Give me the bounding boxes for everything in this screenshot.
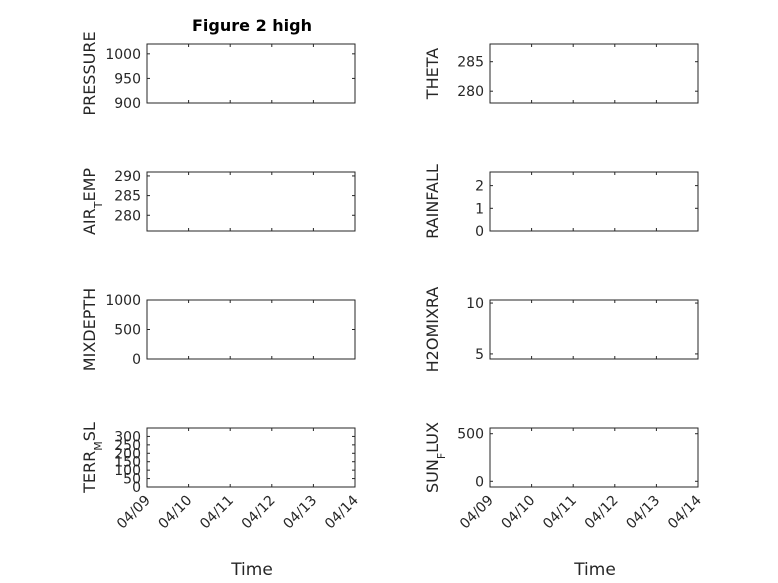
air_temp-y-tick-label: 290 — [114, 169, 141, 185]
rainfall-axes-frame — [489, 171, 699, 232]
air_temp-axes-frame — [146, 171, 356, 232]
terr_msl-y-tick-label: 150 — [114, 455, 141, 471]
terr_msl-axes-frame — [146, 427, 356, 488]
x-axis-label-right: Time — [573, 560, 616, 580]
x-axis-label-left: Time — [230, 560, 273, 580]
terr_msl-y-tick-label: 300 — [114, 429, 141, 445]
sun_flux-axes-frame — [489, 427, 699, 488]
subplot-mixdepth: 0 500 1000 MIXDEPTH — [80, 288, 356, 371]
air_temp-y-axis-label: AIRTEMP — [80, 168, 105, 235]
sun_flux-y-axis-label: SUNFLUX — [423, 422, 448, 493]
h2omixra-y-axis-label: H2OMIXRA — [423, 287, 442, 373]
h2omixra-y-tick-label: 10 — [466, 296, 484, 312]
air_temp-y-tick-label: 280 — [114, 208, 141, 224]
theta-axes-frame — [489, 43, 699, 104]
subplot-rainfall: 0 1 2 RAINFALL — [423, 164, 699, 240]
subplot-air_temp: 280 285 290 AIRTEMP — [80, 168, 356, 235]
terr_msl-y-tick-label: 50 — [123, 472, 141, 488]
subplot-h2omixra: 5 10 H2OMIXRA — [423, 287, 699, 373]
mixdepth-y-tick-label: 1000 — [105, 293, 141, 309]
pressure-y-tick-label: 900 — [114, 96, 141, 112]
h2omixra-y-tick-label: 5 — [475, 347, 484, 363]
figure-title: Figure 2 high — [192, 16, 312, 35]
subplot-pressure: 900 950 1000 PRESSURE — [80, 31, 356, 116]
mixdepth-y-tick-label: 0 — [132, 352, 141, 368]
pressure-axes-frame — [146, 43, 356, 104]
rainfall-y-axis-label: RAINFALL — [423, 164, 442, 239]
rainfall-y-tick-label: 0 — [475, 224, 484, 240]
h2omixra-axes-frame — [489, 299, 699, 360]
pressure-y-tick-label: 950 — [114, 71, 141, 87]
terr_msl-y-tick-label: 200 — [114, 446, 141, 462]
pressure-y-axis-label: PRESSURE — [80, 31, 99, 115]
sun_flux-y-tick-label: 500 — [457, 427, 484, 443]
mixdepth-axes-frame — [146, 299, 356, 360]
sun_flux-y-tick-label: 0 — [475, 474, 484, 490]
pressure-y-tick-label: 1000 — [105, 47, 141, 63]
mixdepth-y-tick-label: 500 — [114, 323, 141, 339]
theta-y-tick-label: 285 — [457, 55, 484, 71]
terr_msl-y-tick-label: 250 — [114, 438, 141, 454]
terr_msl-y-tick-label: 100 — [114, 463, 141, 479]
mixdepth-y-axis-label: MIXDEPTH — [80, 288, 99, 371]
rainfall-y-tick-label: 2 — [475, 179, 484, 195]
subplot-theta: 280 285 THETA — [423, 43, 699, 104]
terr_msl-y-tick-label: 0 — [132, 480, 141, 496]
terr_msl-y-axis-label: TERRMSL — [80, 422, 105, 494]
air_temp-y-tick-label: 285 — [114, 189, 141, 205]
theta-y-axis-label: THETA — [423, 48, 442, 100]
theta-y-tick-label: 280 — [457, 84, 484, 100]
rainfall-y-tick-label: 1 — [475, 201, 484, 217]
